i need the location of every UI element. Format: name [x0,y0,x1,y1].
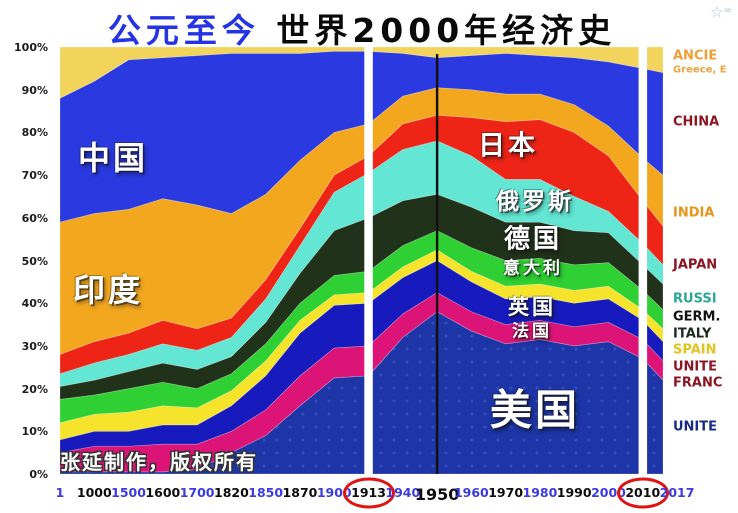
y-tick-50: 50% [21,254,48,268]
x-tick-1913: 1913 [351,485,386,500]
x-tick-1000: 1000 [76,485,112,500]
legend-item-italy: ITALY [673,326,712,342]
y-tick-10: 10% [21,425,48,439]
y-tick-40: 40% [21,297,48,311]
title-part-blue: 公元至今 [107,11,260,50]
x-tick-1940: 1940 [385,485,421,500]
legend-item-uk: UNITE [673,359,718,375]
legend-item-ancient-sub: Greece, E [673,64,727,76]
legend-item-china: CHINA [673,114,720,130]
area-label-france: 法国 [512,321,552,342]
area-label-india: 印度 [72,271,144,309]
area-label-usa: 美国 [489,385,581,435]
legend-item-russia: RUSSI [673,291,717,307]
y-tick-80: 80% [21,126,48,140]
y-tick-70: 70% [21,169,48,183]
y-tick-90: 90% [21,83,48,97]
x-tick-1990: 1990 [556,485,592,500]
legend-item-france: FRANC [673,375,723,391]
plot-area: 美国 法国 英国 意大利 德国 俄罗斯 日本印度 中国 [53,47,663,474]
x-tick-1870: 1870 [282,485,318,500]
y-tick-100: 100% [14,41,48,54]
y-tick-60: 60% [21,211,48,225]
area-label-russia: 俄罗斯 [496,189,574,215]
x-tick-2017: 2017 [659,485,695,500]
legend-item-spain: SPAIN [673,342,717,358]
x-tick-1950: 1950 [414,485,460,504]
stacked-area-chart [59,47,663,474]
marker-line-1913 [364,47,373,474]
x-tick-1700: 1700 [179,485,215,500]
legend-item-india: INDIA [673,205,715,221]
legend-item-usa: UNITE [673,419,718,435]
x-tick-1850: 1850 [248,485,284,500]
marker-line-2010 [638,47,648,474]
page-title: 公元至今 世界2000年经济史 [0,4,724,52]
area-label-uk: 英国 [508,295,556,319]
watermark: 张延制作，版权所有 [60,450,258,474]
x-tick-1900: 1900 [316,485,352,500]
x-tick-1600: 1600 [145,485,181,500]
y-tick-0: 0% [29,468,48,481]
band-ancient [59,47,663,99]
x-tick-1970: 1970 [488,485,524,500]
x-tick-2000: 2000 [591,485,626,500]
area-label-japan: 日本 [478,130,538,162]
x-tick-2010: 2010 [625,485,661,500]
x-tick-1960: 1960 [453,485,489,500]
x-tick-1980: 1980 [522,485,558,500]
area-label-germany: 德国 [503,224,563,255]
x-tick-1820: 1820 [213,485,249,500]
y-tick-30: 30% [21,339,48,353]
legend-item-ancient: ANCIE [673,48,718,64]
title-part-black: 世界2000年经济史 [276,11,617,50]
star-logo-icon: ☆= [710,3,732,21]
area-label-italy: 意大利 [503,258,563,279]
x-tick-1500: 1500 [111,485,146,500]
area-label-china: 中国 [77,139,149,177]
x-tick-1: 1 [55,485,65,500]
y-tick-20: 20% [21,382,48,396]
marker-line-1950 [435,54,439,474]
band-usa-texture [60,311,663,474]
legend-item-germany: GERM. [673,309,721,325]
legend-item-japan: JAPAN [673,257,718,273]
